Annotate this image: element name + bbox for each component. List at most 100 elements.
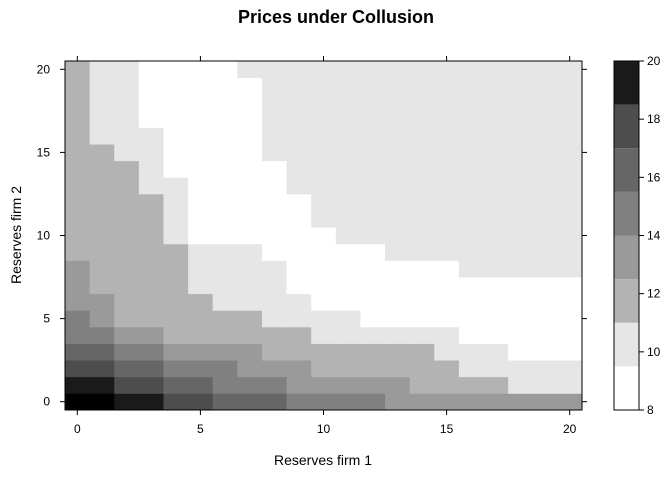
x-tick-label: 10 <box>317 422 331 436</box>
heatmap-cell <box>114 227 140 245</box>
heatmap-cell <box>458 376 484 394</box>
heatmap-cell <box>508 310 534 328</box>
heatmap-cell <box>65 177 91 195</box>
heatmap-cell <box>89 326 115 344</box>
heatmap-cell <box>458 127 484 145</box>
heatmap-cell <box>434 77 460 95</box>
heatmap-cell <box>65 94 91 112</box>
heatmap-cell <box>532 177 558 195</box>
heatmap-cell <box>483 193 509 211</box>
heatmap-cell <box>311 277 337 295</box>
heatmap-cell <box>311 144 337 162</box>
heatmap-cell <box>188 393 214 411</box>
heatmap-cell <box>261 193 287 211</box>
heatmap-cell <box>409 61 435 79</box>
heatmap-cell <box>434 177 460 195</box>
heatmap-cell <box>483 227 509 245</box>
heatmap-cell <box>385 260 411 278</box>
heatmap-cell <box>557 293 583 311</box>
heatmap-cell <box>114 260 140 278</box>
heatmap-cell <box>261 94 287 112</box>
heatmap-cell <box>138 160 164 178</box>
heatmap-cell <box>163 360 189 378</box>
colorbar-swatch <box>614 279 639 323</box>
heatmap-cell <box>286 343 312 361</box>
heatmap-cell <box>138 343 164 361</box>
heatmap-cell <box>311 160 337 178</box>
heatmap-cell <box>557 77 583 95</box>
heatmap-cell <box>532 110 558 128</box>
heatmap-cell <box>557 277 583 295</box>
heatmap-cell <box>89 277 115 295</box>
heatmap-cell <box>286 210 312 228</box>
heatmap-cell <box>89 127 115 145</box>
heatmap-cell <box>286 94 312 112</box>
heatmap-cell <box>483 127 509 145</box>
heatmap-cell <box>335 227 361 245</box>
heatmap-cell <box>385 393 411 411</box>
heatmap-cell <box>434 227 460 245</box>
heatmap-cell <box>261 360 287 378</box>
heatmap-cell <box>212 326 238 344</box>
heatmap-cell <box>385 360 411 378</box>
heatmap-cell <box>163 61 189 79</box>
heatmap-cell <box>65 360 91 378</box>
heatmap-cell <box>261 227 287 245</box>
heatmap-cell <box>409 360 435 378</box>
heatmap-cell <box>311 326 337 344</box>
heatmap-cell <box>138 310 164 328</box>
y-tick-label: 0 <box>43 395 50 409</box>
heatmap-cell <box>65 160 91 178</box>
heatmap-cell <box>163 144 189 162</box>
heatmap-cell <box>311 210 337 228</box>
heatmap-cell <box>335 77 361 95</box>
heatmap-cell <box>114 160 140 178</box>
heatmap-cell <box>163 326 189 344</box>
heatmap-cell <box>458 144 484 162</box>
heatmap-cell <box>409 376 435 394</box>
heatmap-cell <box>360 227 386 245</box>
colorbar-swatch <box>614 104 639 149</box>
heatmap-cell <box>409 110 435 128</box>
heatmap-cell <box>557 326 583 344</box>
heatmap-cell <box>434 110 460 128</box>
heatmap-cell <box>286 160 312 178</box>
heatmap-cell <box>409 127 435 145</box>
heatmap-cell <box>434 94 460 112</box>
heatmap-cell <box>237 277 263 295</box>
heatmap-cell <box>409 177 435 195</box>
heatmap-cell <box>483 293 509 311</box>
heatmap-cell <box>89 94 115 112</box>
heatmap-cell <box>434 193 460 211</box>
y-tick-label: 20 <box>37 62 51 76</box>
heatmap-cell <box>89 360 115 378</box>
heatmap-cell <box>138 110 164 128</box>
heatmap-cell <box>483 160 509 178</box>
heatmap-cell <box>188 160 214 178</box>
heatmap-cell <box>532 160 558 178</box>
heatmap-cell <box>557 360 583 378</box>
heatmap-cell <box>532 193 558 211</box>
heatmap-cell <box>409 260 435 278</box>
heatmap-cell <box>65 243 91 261</box>
heatmap-cell <box>508 210 534 228</box>
heatmap-cell <box>557 376 583 394</box>
heatmap-cell <box>508 94 534 112</box>
heatmap-cell <box>409 293 435 311</box>
heatmap-cell <box>434 293 460 311</box>
heatmap-cell <box>335 144 361 162</box>
heatmap-cell <box>188 310 214 328</box>
heatmap-cell <box>65 193 91 211</box>
heatmap-cell <box>557 243 583 261</box>
heatmap-cell <box>89 177 115 195</box>
heatmap-cell <box>65 144 91 162</box>
heatmap-cell <box>458 360 484 378</box>
heatmap-cell <box>335 293 361 311</box>
heatmap-cell <box>483 343 509 361</box>
heatmap-cell <box>458 61 484 79</box>
heatmap-cell <box>409 326 435 344</box>
heatmap-cell <box>458 343 484 361</box>
heatmap-cell <box>557 127 583 145</box>
heatmap-cell <box>557 227 583 245</box>
